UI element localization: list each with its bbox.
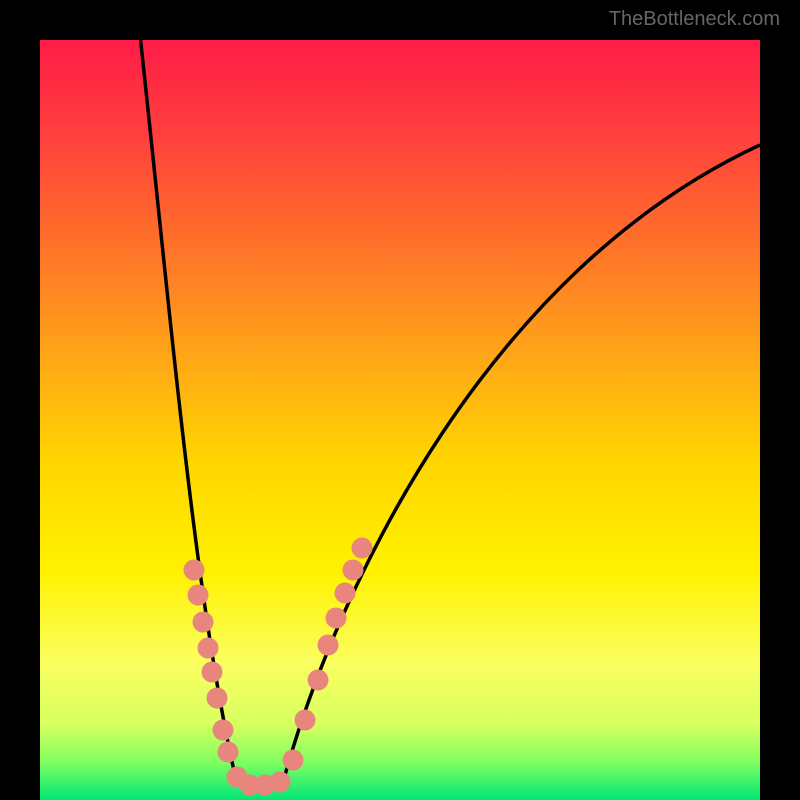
chart-svg bbox=[40, 40, 760, 800]
chart-background bbox=[40, 40, 760, 800]
data-marker bbox=[352, 538, 373, 559]
data-marker bbox=[218, 742, 239, 763]
data-marker bbox=[283, 750, 304, 771]
chart-area bbox=[40, 40, 760, 800]
data-marker bbox=[308, 670, 329, 691]
data-marker bbox=[198, 638, 219, 659]
data-marker bbox=[207, 688, 228, 709]
data-marker bbox=[188, 585, 209, 606]
data-marker bbox=[335, 583, 356, 604]
data-marker bbox=[193, 612, 214, 633]
data-marker bbox=[270, 772, 291, 793]
data-marker bbox=[184, 560, 205, 581]
data-marker bbox=[326, 608, 347, 629]
watermark-text: TheBottleneck.com bbox=[609, 8, 780, 31]
data-marker bbox=[318, 635, 339, 656]
data-marker bbox=[213, 720, 234, 741]
data-marker bbox=[202, 662, 223, 683]
data-marker bbox=[343, 560, 364, 581]
data-marker bbox=[295, 710, 316, 731]
